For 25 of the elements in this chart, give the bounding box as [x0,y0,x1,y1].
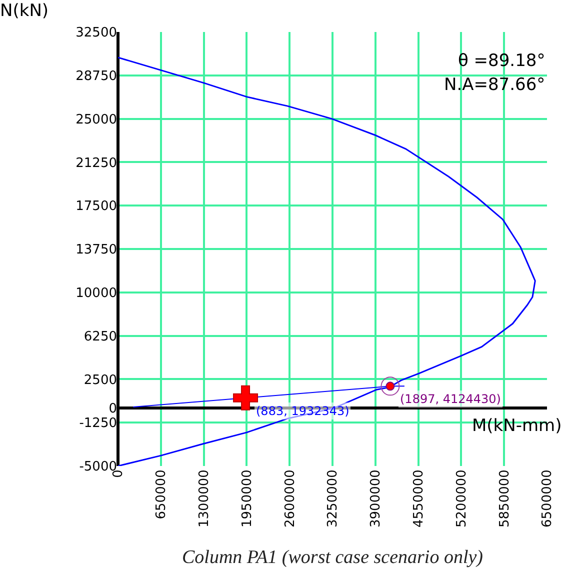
y-tick-label: 17500 [76,199,117,214]
x-tick-label: 1950000 [240,470,255,528]
y-tick-label: 28750 [76,68,117,84]
x-tick-label: 650000 [154,470,170,520]
x-tick-label: 3250000 [326,470,341,528]
y-tick-label: 21250 [76,156,117,171]
y-tick-label: 32500 [76,26,117,41]
x-tick-label: 4550000 [412,470,427,528]
x-tick-label: 1300000 [197,470,212,528]
y-tick-label: 25000 [76,112,117,128]
x-tick-label: 3900000 [368,470,384,528]
x-tick-label: 2600000 [282,470,298,528]
y-tick-label: 2500 [84,372,117,388]
y-tick-label: -1250 [79,416,117,432]
x-tick-label: 6500000 [540,470,556,528]
y-tick-label: 10000 [76,286,117,301]
text: Column PA1 (worst case scenario only) [182,547,483,568]
x-tick-label: 5200000 [454,470,470,528]
x-tick-label: 5850000 [497,470,512,528]
y-tick-label: 6250 [84,329,117,344]
y-tick-label: 0 [108,402,117,417]
annotation: (1897, 4124430) [400,392,501,406]
annotation: (883, 1932343) [256,404,350,418]
y-axis-title: N(kN) [0,1,49,21]
y-tick-label: 13750 [76,242,117,258]
